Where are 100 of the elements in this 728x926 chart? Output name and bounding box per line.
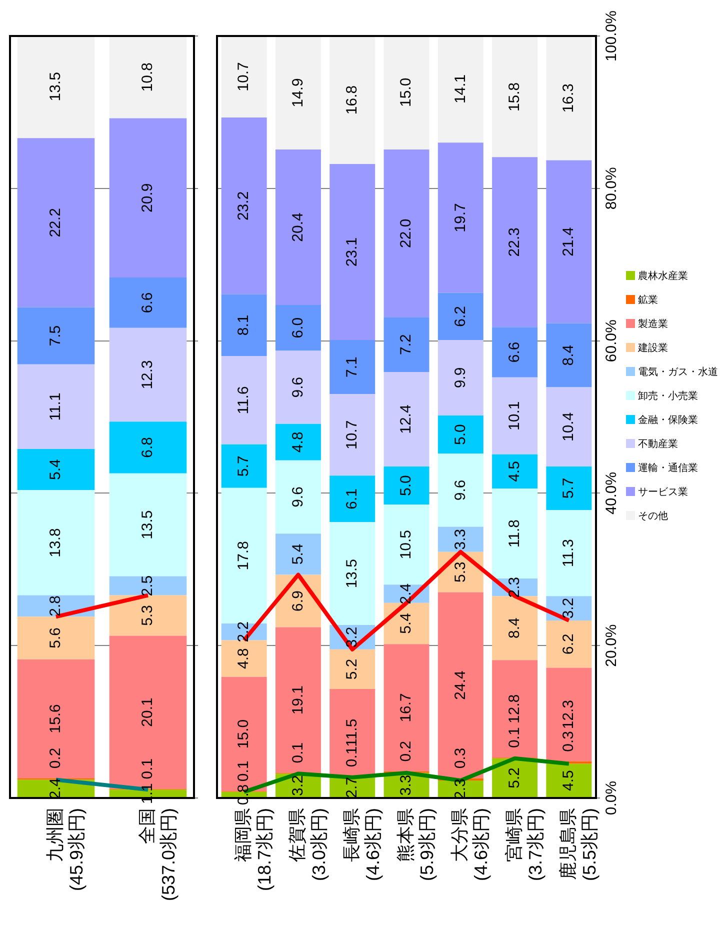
data-label: 16.8 [344, 85, 360, 115]
data-label: 13.5 [344, 558, 360, 588]
data-label: 0.1 [506, 727, 523, 748]
legend-label: その他 [638, 510, 668, 522]
data-label: 5.0 [452, 424, 469, 445]
data-label: 0.2 [47, 748, 64, 769]
legend-label: 鉱業 [638, 294, 658, 306]
data-label: 4.5 [560, 770, 578, 792]
data-label: 12.3 [139, 360, 156, 390]
data-label: 11.1 [47, 392, 64, 421]
data-label: 20.1 [139, 698, 156, 727]
data-label: 24.4 [452, 670, 469, 700]
y-tick-label: 80.0% [603, 167, 620, 210]
data-label: 0.1 [235, 760, 252, 782]
data-label: 4.8 [289, 432, 306, 453]
data-label: 4.5 [506, 461, 523, 482]
data-label: 15.0 [398, 78, 415, 107]
data-label: 6.2 [560, 634, 578, 655]
data-label: 7.5 [47, 325, 64, 346]
data-label: 0.1 [344, 746, 360, 768]
data-label: 2.8 [47, 596, 64, 616]
x-tick-label: 長崎県 (4.6兆円) [341, 808, 383, 882]
data-label: 22.0 [398, 218, 415, 248]
y-tick-label: 100.0% [603, 10, 620, 62]
x-tick-label: 熊本県 (5.9兆円) [395, 808, 438, 882]
legend-label: 製造業 [638, 318, 668, 330]
data-label: 2.3 [506, 576, 523, 598]
legend-label: 建設業 [637, 342, 668, 354]
data-label: 5.7 [560, 478, 578, 499]
legend-label: 卸売・小売業 [638, 390, 698, 402]
data-label: 5.2 [506, 768, 523, 788]
y-tick-label: 0.0% [603, 780, 620, 816]
legend-label: 電気・ガス・水道 [638, 366, 718, 378]
data-label: 0.1 [139, 758, 156, 780]
data-label: 15.8 [506, 82, 523, 112]
data-label: 2.2 [235, 621, 252, 642]
data-label: 5.7 [235, 456, 252, 477]
data-label: 11.5 [344, 718, 360, 747]
data-label: 15.6 [47, 704, 64, 734]
data-label: 19.1 [289, 685, 306, 715]
data-label: 9.6 [289, 486, 306, 508]
data-label: 6.9 [289, 590, 306, 612]
data-label: 2.4 [398, 583, 415, 604]
data-label: 20.9 [139, 183, 156, 213]
data-label: 6.6 [506, 342, 523, 363]
data-label: 12.3 [560, 700, 578, 730]
data-label: 3.3 [398, 774, 415, 796]
data-label: 22.2 [47, 208, 64, 238]
data-label: 8.4 [560, 344, 578, 366]
data-label: 10.7 [344, 420, 360, 450]
data-label: 12.8 [506, 694, 523, 724]
data-label: 3.2 [560, 598, 578, 619]
data-label: 3.2 [289, 775, 306, 796]
data-label: 20.4 [289, 212, 306, 242]
data-label: 23.2 [235, 191, 252, 221]
data-label: 2.5 [139, 575, 156, 596]
data-label: 13.5 [47, 72, 64, 102]
data-label: 6.0 [289, 317, 306, 338]
data-label: 6.1 [344, 488, 360, 510]
data-label: 12.4 [398, 404, 415, 434]
legend-label: 不動産業 [638, 438, 678, 450]
y-tick-label: 40.0% [603, 472, 620, 514]
data-label: 10.4 [560, 412, 578, 442]
data-label: 14.1 [452, 74, 469, 104]
data-label: 5.0 [398, 475, 415, 496]
data-label: 5.4 [47, 459, 64, 480]
data-label: 16.3 [560, 84, 578, 113]
data-label: 19.7 [452, 203, 469, 232]
x-tick-label: 佐賀県 (3.0兆円) [287, 808, 329, 882]
data-label: 7.2 [398, 334, 415, 356]
data-label: 5.4 [289, 544, 306, 565]
y-tick-label: 20.0% [603, 624, 620, 667]
data-label: 3.2 [344, 626, 360, 648]
data-label: 15.0 [235, 719, 252, 749]
data-label: 22.3 [506, 228, 523, 257]
data-label: 10.1 [506, 401, 523, 430]
data-label: 5.4 [398, 613, 415, 634]
data-label: 21.4 [560, 227, 578, 256]
y-tick-label: 60.0% [603, 320, 620, 362]
data-label: 6.8 [139, 437, 156, 458]
data-label: 16.7 [398, 693, 415, 722]
x-tick-label: 大分県 (4.6兆円) [450, 808, 492, 882]
data-label: 0.1 [289, 742, 306, 764]
data-label: 10.8 [139, 62, 156, 92]
legend-label: サービス業 [638, 486, 688, 498]
legend-label: 農林水産業 [638, 270, 688, 282]
data-label: 4.8 [235, 648, 252, 669]
x-tick-label: 全国 (537.0兆円) [136, 808, 179, 902]
legend-label: 運輸・通信業 [638, 462, 698, 474]
data-label: 5.3 [139, 605, 156, 626]
data-label: 13.5 [139, 510, 156, 540]
data-label: 10.5 [398, 530, 415, 560]
data-label: 8.1 [235, 314, 252, 336]
data-label: 11.8 [506, 520, 523, 548]
x-tick-label: 福岡県 (18.7兆円) [233, 808, 275, 892]
data-label: 6.6 [139, 292, 156, 314]
x-tick-label: 宮崎県 (3.7兆円) [504, 808, 546, 882]
data-label: 5.3 [452, 562, 469, 582]
data-label: 9.9 [452, 367, 469, 388]
data-label: 5.2 [344, 658, 360, 680]
